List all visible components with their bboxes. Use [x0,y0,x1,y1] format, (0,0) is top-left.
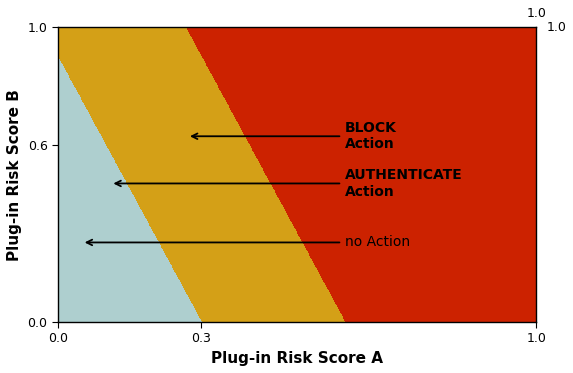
Text: BLOCK
Action: BLOCK Action [192,121,397,151]
Text: no Action: no Action [87,235,410,250]
Text: AUTHENTICATE
Action: AUTHENTICATE Action [115,168,463,198]
Text: 1.0: 1.0 [527,7,546,20]
Y-axis label: Plug-in Risk Score B: Plug-in Risk Score B [7,89,22,261]
X-axis label: Plug-in Risk Score A: Plug-in Risk Score A [211,351,383,366]
Text: 1.0: 1.0 [547,21,567,34]
